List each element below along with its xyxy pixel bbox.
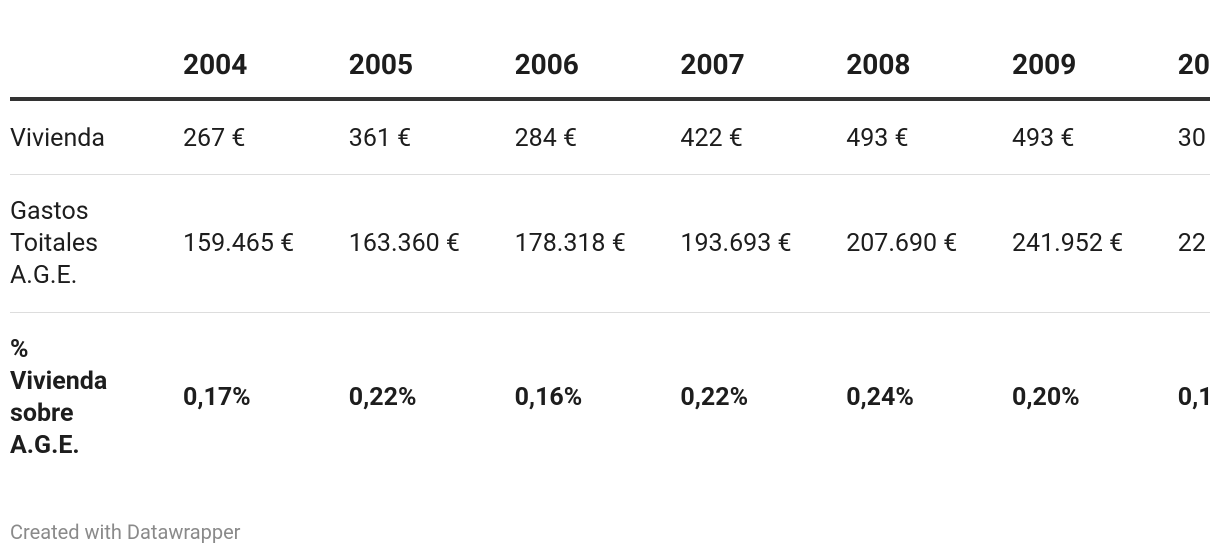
- row-label-text: Gastos Toitales A.G.E.: [10, 197, 99, 290]
- cell-value: 193.693 €: [680, 176, 792, 312]
- cell-value: 0,22%: [349, 313, 461, 483]
- cell-value: 0,22%: [680, 313, 792, 483]
- cell-value: 241.952 €: [1012, 176, 1124, 312]
- cell-value: 30: [1178, 103, 1210, 174]
- cell-value: 422 €: [680, 103, 792, 174]
- column-header-text: 2007: [680, 48, 745, 81]
- cell-value: 178.318 €: [515, 176, 627, 312]
- column-header: 2007: [680, 40, 800, 90]
- cell-value: 22 €: [1178, 176, 1210, 312]
- cell-value-text: 30: [1177, 123, 1206, 153]
- row-divider: [10, 174, 1210, 175]
- cell-value-text: 207.690 €: [846, 229, 958, 258]
- cell-value-text: 0,22%: [348, 383, 417, 412]
- cell-value: 159.465 €: [183, 176, 295, 312]
- cell-value-text: 0,16%: [514, 383, 583, 412]
- cell-value: 0,17%: [183, 313, 295, 483]
- row-label: Vivienda: [10, 103, 130, 174]
- column-header: 20: [1178, 40, 1210, 90]
- cell-value: 493 €: [846, 103, 958, 174]
- cell-value: 207.690 €: [846, 176, 958, 312]
- column-header-text: 2009: [1012, 48, 1077, 81]
- cell-value-text: 284 €: [514, 123, 577, 153]
- cell-value: 361 €: [349, 103, 461, 174]
- cell-value: 493 €: [1012, 103, 1124, 174]
- cell-value-text: 193.693 €: [680, 229, 792, 258]
- cell-value-text: 0,1: [1177, 383, 1210, 412]
- cell-value-text: 0,17%: [183, 383, 251, 412]
- cell-value-text: 0,24%: [846, 383, 914, 412]
- cell-value-text: 159.465 €: [183, 229, 295, 258]
- footer: Created with Datawrapper: [10, 520, 241, 544]
- cell-value-text: 267 €: [183, 123, 246, 153]
- cell-value: 284 €: [515, 103, 627, 174]
- cell-value: 0,1: [1178, 313, 1210, 483]
- cell-value-text: 241.952 €: [1012, 229, 1124, 258]
- cell-value-text: 493 €: [846, 123, 909, 153]
- cell-value: 0,16%: [515, 313, 627, 483]
- column-header-text: 2006: [514, 48, 579, 81]
- cell-value-text: 0,22%: [680, 383, 749, 412]
- column-header: 2005: [349, 40, 469, 90]
- table: 2004 2005 2006 2007 2008 2009 20 Vivienda 267 € 3…: [10, 0, 1210, 500]
- column-header-text: 20: [1177, 48, 1210, 81]
- cell-value: 0,24%: [846, 313, 958, 483]
- column-header: 2009: [1012, 40, 1132, 90]
- cell-value-text: 163.360 €: [348, 229, 460, 258]
- cell-value-text: 22 €: [1177, 229, 1210, 258]
- row-divider: [10, 312, 1210, 313]
- row-label-text: % Vivienda sobre A.G.E.: [10, 335, 108, 460]
- column-header: 2006: [515, 40, 635, 90]
- cell-value: 163.360 €: [349, 176, 461, 312]
- cell-value-text: 422 €: [680, 123, 743, 153]
- column-header: 2004: [183, 40, 303, 90]
- cell-value-text: 178.318 €: [514, 229, 626, 258]
- row-label: % Vivienda sobre A.G.E.: [10, 313, 130, 483]
- column-header-text: 2008: [846, 48, 911, 81]
- header-rule: [10, 97, 1210, 101]
- column-header: 2008: [846, 40, 966, 90]
- row-label-text: Vivienda: [10, 123, 105, 153]
- cell-value-text: 493 €: [1012, 123, 1075, 153]
- row-label: Gastos Toitales A.G.E.: [10, 176, 130, 312]
- cell-value: 267 €: [183, 103, 295, 174]
- cell-value-text: 361 €: [348, 123, 412, 153]
- column-header-text: 2004: [183, 48, 248, 81]
- cell-value: 0,20%: [1012, 313, 1124, 483]
- column-header-text: 2005: [348, 48, 414, 81]
- cell-value-text: 0,20%: [1012, 383, 1080, 412]
